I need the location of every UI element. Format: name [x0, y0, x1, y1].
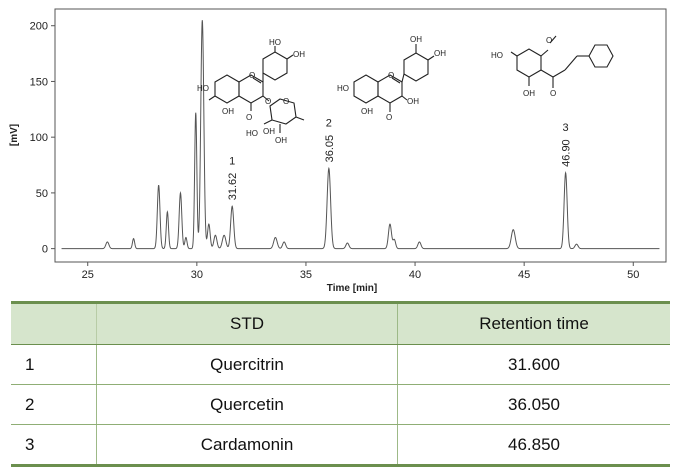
y-tick-label: 50 — [36, 188, 48, 200]
svg-text:OH: OH — [293, 50, 305, 59]
peak-labels: 31.62 1 36.05 2 46.90 3 — [227, 117, 572, 200]
peak-time-label: 31.62 — [227, 173, 239, 201]
table-row: 2 Quercetin 36.050 — [11, 384, 670, 425]
row-retention-time: 46.850 — [397, 424, 670, 467]
y-axis-ticks: 0 50 100 150 200 — [30, 21, 55, 256]
row-std-name: Quercetin — [96, 384, 398, 425]
x-tick-label: 45 — [518, 269, 530, 281]
svg-text:OH: OH — [434, 49, 446, 58]
x-tick-label: 30 — [191, 269, 203, 281]
y-tick-label: 150 — [30, 76, 48, 88]
svg-text:OH: OH — [407, 97, 419, 106]
quercetin-structure-drawing: HO OH OH OH O O OH — [337, 35, 446, 122]
x-tick-label: 25 — [82, 269, 94, 281]
peak-time-label: 46.90 — [561, 139, 573, 167]
svg-text:HO: HO — [269, 38, 281, 47]
row-retention-time: 31.600 — [397, 344, 670, 385]
table-header-row: STD Retention time — [11, 301, 670, 345]
row-retention-time: 36.050 — [397, 384, 670, 425]
svg-text:O: O — [550, 89, 556, 98]
y-tick-label: 200 — [30, 21, 48, 33]
peak-time-label: 36.05 — [324, 135, 336, 163]
svg-text:OH: OH — [523, 89, 535, 98]
chromatogram-chart: 0 50 100 150 200 25 30 35 40 45 50 31.62 1 36.05 2 46… — [9, 8, 667, 294]
svg-text:O: O — [246, 113, 252, 122]
header-retention-time: Retention time — [397, 301, 670, 345]
svg-text:O: O — [388, 71, 394, 80]
x-tick-label: 35 — [300, 269, 312, 281]
svg-text:O: O — [283, 97, 289, 106]
table-row: 3 Cardamonin 46.850 — [11, 424, 670, 467]
chromatogram-trace — [61, 20, 660, 250]
svg-text:HO: HO — [197, 84, 209, 93]
svg-text:HO: HO — [337, 84, 349, 93]
svg-text:OH: OH — [410, 35, 422, 44]
header-std: STD — [96, 301, 398, 345]
svg-text:OH: OH — [275, 136, 287, 145]
row-std-name: Quercitrin — [96, 344, 398, 385]
row-std-name: Cardamonin — [96, 424, 398, 467]
x-axis-title: Time [min] — [327, 283, 377, 294]
x-tick-label: 40 — [409, 269, 421, 281]
svg-text:O: O — [386, 113, 392, 122]
svg-text:OH: OH — [222, 107, 234, 116]
cardamonin-structure-drawing: HO O OH O — [491, 35, 614, 98]
y-tick-label: 0 — [42, 244, 48, 256]
y-tick-label: 100 — [30, 132, 48, 144]
row-index: 3 — [11, 424, 97, 467]
chromatogram-svg: 0 50 100 150 200 25 30 35 40 45 50 31.62 1 36.05 2 46… — [9, 8, 667, 294]
svg-text:O: O — [249, 71, 255, 80]
svg-text:HO: HO — [491, 51, 503, 60]
y-axis-title: [mV] — [9, 124, 20, 146]
svg-text:O: O — [546, 36, 552, 45]
standards-table: STD Retention time 1 Quercitrin 31.600 2… — [11, 301, 670, 467]
peak-number-label: 2 — [326, 117, 332, 129]
row-index: 1 — [11, 344, 97, 385]
peak-number-label: 1 — [229, 155, 235, 167]
header-index-cell — [11, 301, 97, 345]
svg-text:O: O — [265, 97, 271, 106]
table-row: 1 Quercitrin 31.600 — [11, 344, 670, 385]
peak-number-label: 3 — [563, 122, 569, 134]
x-tick-label: 50 — [627, 269, 639, 281]
quercitrin-structure-drawing: HO OH HO OH O O O O HO OH OH — [197, 38, 305, 145]
svg-text:OH: OH — [263, 127, 275, 136]
plot-frame — [54, 8, 667, 263]
x-axis-ticks: 25 30 35 40 45 50 — [82, 262, 639, 281]
row-index: 2 — [11, 384, 97, 425]
svg-text:HO: HO — [246, 129, 258, 138]
svg-text:OH: OH — [361, 107, 373, 116]
